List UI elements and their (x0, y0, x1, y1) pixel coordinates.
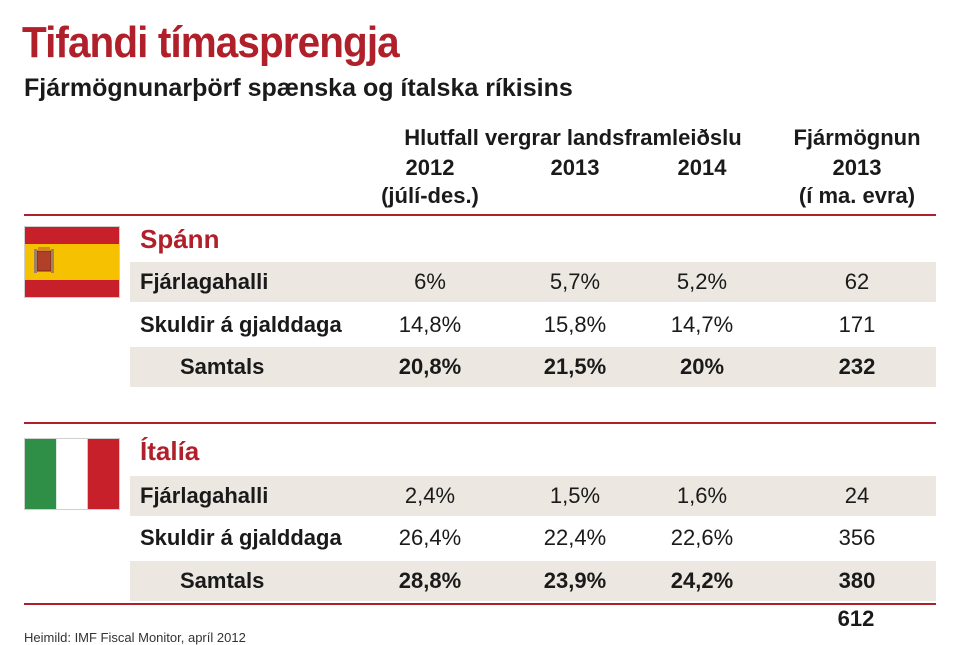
chart-subtitle: Fjármögnunarþörf spænska og ítalska ríki… (24, 74, 573, 102)
table-cell: 20,8% (398, 354, 462, 379)
table-cell: 22,4% (543, 525, 607, 550)
table-row-total: Samtals 28,8% 23,9% 24,2% 380 (130, 561, 936, 601)
bottom-rule (24, 603, 936, 605)
header-funding-line3: (í ma. evra) (798, 183, 916, 208)
table-cell: 380 (838, 568, 876, 593)
table-cell: 171 (838, 312, 876, 337)
table-cell: 232 (838, 354, 876, 379)
table-cell: 14,7% (670, 312, 734, 337)
header-col-2012-note: (júlí-des.) (381, 183, 479, 208)
table-cell: 1,6% (676, 483, 728, 508)
table-row: Skuldir á gjalddaga 26,4% 22,4% 22,6% 35… (130, 518, 936, 558)
table-cell: 14,8% (398, 312, 462, 337)
italy-flag-icon (24, 438, 120, 510)
table-cell: 20% (679, 354, 725, 379)
table-cell: 2,4% (404, 483, 456, 508)
section-name: Spánn (140, 224, 220, 254)
table-cell: 15,8% (543, 312, 607, 337)
row-label: Samtals (180, 568, 265, 593)
header-col-2013: 2013 (550, 155, 600, 180)
table-row: Skuldir á gjalddaga 14,8% 15,8% 14,7% 17… (130, 305, 936, 345)
header-group-label: Hlutfall vergrar landsframleiðslu (404, 125, 742, 150)
section-name: Ítalía (140, 436, 200, 466)
grand-total: 612 (837, 606, 875, 631)
section-rule (24, 422, 936, 424)
table-cell: 5,2% (676, 269, 728, 294)
table-cell: 5,7% (549, 269, 601, 294)
table-cell: 62 (844, 269, 870, 294)
table-cell: 21,5% (543, 354, 607, 379)
row-label: Skuldir á gjalddaga (140, 525, 342, 550)
header-funding-line2: 2013 (832, 155, 882, 180)
row-label: Skuldir á gjalddaga (140, 312, 342, 337)
header-col-2014: 2014 (677, 155, 727, 180)
source-note: Heimild: IMF Fiscal Monitor, apríl 2012 (24, 630, 246, 645)
header-rule (24, 214, 936, 216)
table-cell: 356 (838, 525, 876, 550)
table-row-total: Samtals 20,8% 21,5% 20% 232 (130, 347, 936, 387)
row-label: Fjárlagahalli (140, 269, 269, 294)
header-funding-line1: Fjármögnun (793, 125, 921, 150)
table-cell: 28,8% (398, 568, 462, 593)
header-col-2012: 2012 (405, 155, 455, 180)
row-label: Samtals (180, 354, 265, 379)
row-label: Fjárlagahalli (140, 483, 269, 508)
table-row: Fjárlagahalli 6% 5,7% 5,2% 62 (130, 262, 936, 302)
table-cell: 26,4% (398, 525, 462, 550)
table-cell: 24,2% (670, 568, 734, 593)
table-cell: 23,9% (543, 568, 607, 593)
table-row: Fjárlagahalli 2,4% 1,5% 1,6% 24 (130, 476, 936, 516)
table-cell: 6% (414, 269, 446, 294)
table-cell: 1,5% (549, 483, 601, 508)
chart-title: Tifandi tímasprengja (22, 18, 400, 67)
table-cell: 24 (844, 483, 870, 508)
table-cell: 22,6% (670, 525, 734, 550)
spain-flag-icon (24, 226, 120, 298)
